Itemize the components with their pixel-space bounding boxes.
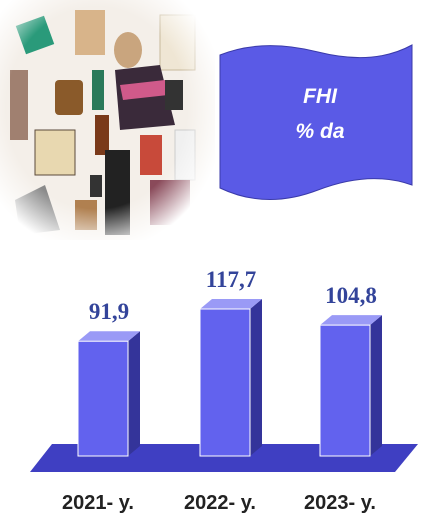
x-tick-label: 2023- y.	[304, 492, 376, 514]
bar-top	[320, 315, 382, 326]
bar-top	[78, 331, 140, 342]
bar	[77, 340, 129, 457]
banner-text: % da	[295, 120, 344, 143]
value-label: 91,9	[89, 299, 129, 324]
bar-top	[200, 299, 262, 309]
bar-side	[250, 299, 262, 456]
bar-side	[128, 331, 140, 456]
bar	[319, 324, 371, 457]
value-label: 104,8	[325, 283, 377, 308]
x-tick-label: 2022- y.	[184, 492, 256, 514]
clothes-picture	[0, 0, 215, 240]
x-tick-label: 2021- y.	[62, 492, 134, 514]
bar	[199, 308, 251, 457]
banner	[219, 44, 413, 201]
banner-text: FHI	[303, 85, 338, 108]
value-label: 117,7	[206, 267, 256, 292]
bar-side	[370, 315, 382, 456]
